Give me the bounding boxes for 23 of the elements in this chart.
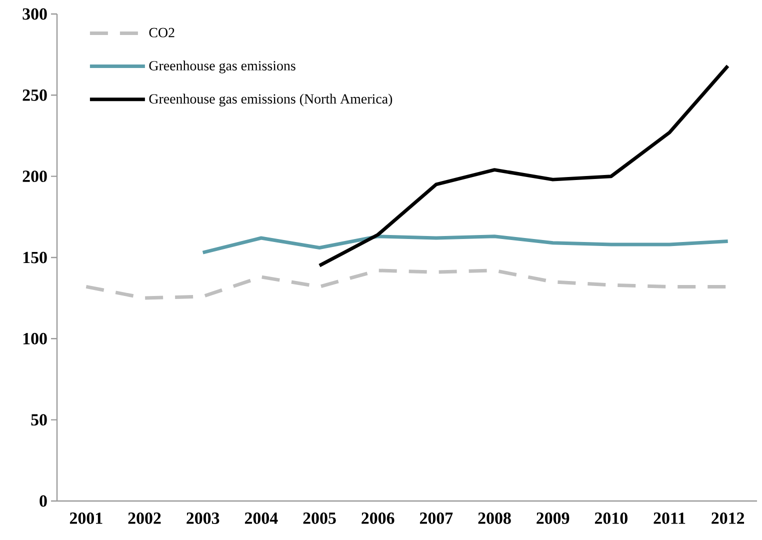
x-tick-label: 2004: [244, 512, 278, 524]
x-tick-label: 2005: [303, 512, 336, 524]
line-series: [201, 234, 730, 254]
x-tick-label: 2001: [70, 512, 102, 524]
y-tick-label: 200: [22, 170, 47, 182]
y-tick-label: 0: [40, 495, 47, 507]
legend-label: Greenhouse gas emissions (North America): [149, 94, 392, 106]
y-tick-label: 100: [23, 332, 47, 344]
y-tick-label: 300: [22, 8, 47, 20]
x-tick-label: 2008: [478, 512, 511, 524]
x-tick-label: 2003: [186, 512, 220, 524]
x-tick-label: 2012: [712, 512, 744, 524]
x-tick-label: 2007: [420, 512, 453, 524]
x-tick-label: 2006: [362, 512, 394, 524]
legend-label: CO2: [149, 28, 174, 38]
y-tick-label: 250: [22, 89, 47, 101]
x-tick-label: 2009: [536, 512, 570, 524]
x-tick-label: 2010: [594, 512, 628, 524]
y-tick-label: 50: [31, 414, 47, 426]
x-tick-label: 2011: [654, 512, 686, 524]
y-tick-label: 150: [23, 252, 47, 264]
x-tick-label: 2002: [128, 512, 161, 524]
legend-label: Greenhouse gas emissions: [149, 60, 296, 74]
